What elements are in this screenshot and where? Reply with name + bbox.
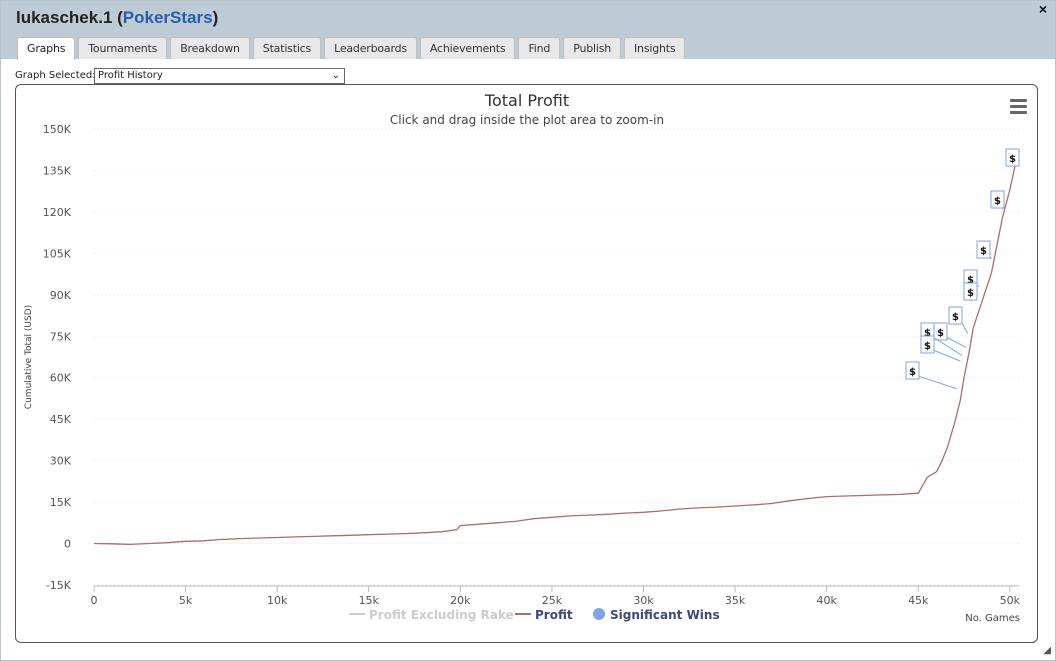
significant-win-connector: [932, 336, 963, 357]
y-tick-label: 75K: [50, 330, 72, 343]
legend-dot-symbol: [593, 608, 605, 620]
chart-title: Total Profit: [484, 91, 569, 110]
graph-select-label: Graph Selected:: [15, 70, 96, 81]
title-bar: lukaschek.1 (PokerStars) × Graphs Tournam…: [1, 1, 1055, 60]
significant-win-label: $: [967, 275, 974, 286]
legend-item-significant-wins: Significant Wins: [610, 608, 720, 622]
x-tick-label: 30k: [633, 594, 654, 607]
chart-container: Total Profit Click and drag inside the pl…: [15, 84, 1038, 643]
significant-win-connector: [917, 375, 957, 390]
series-line-profit[interactable]: [93, 164, 1016, 546]
y-axis-title: Cumulative Total (USD): [24, 305, 34, 409]
title-close-paren: ): [212, 8, 219, 27]
tab-statistics[interactable]: Statistics: [252, 37, 322, 59]
chevron-down-icon: ⌄: [331, 70, 340, 81]
y-tick-label: 150K: [43, 123, 72, 136]
x-tick-label: 5k: [179, 594, 193, 607]
player-name: lukaschek.1: [16, 8, 113, 27]
title-open-paren: (: [112, 8, 123, 27]
significant-win-flag[interactable]: [990, 190, 1005, 209]
tab-tournaments[interactable]: Tournaments: [78, 37, 168, 59]
significant-win-label: $: [1009, 154, 1016, 165]
significant-win-label: $: [924, 341, 931, 352]
significant-win-connector: [932, 349, 961, 362]
y-tick-label: 105K: [43, 247, 72, 260]
hamburger-menu-icon[interactable]: [1010, 99, 1027, 117]
x-tick-label: 40k: [816, 594, 837, 607]
graph-select-value: Profit History: [98, 70, 163, 81]
y-tick-label: 135K: [43, 164, 72, 177]
significant-win-flag[interactable]: [963, 282, 978, 301]
x-tick-label: 15k: [359, 594, 380, 607]
y-tick-label: 60K: [50, 372, 72, 385]
significant-win-flag[interactable]: [920, 335, 935, 354]
y-tick-label: 15K: [50, 496, 72, 509]
significant-win-label: $: [924, 328, 931, 339]
site-name: PokerStars: [122, 8, 213, 27]
significant-win-label: $: [967, 288, 974, 299]
y-tick-label: -15K: [46, 579, 72, 592]
graph-select-dropdown[interactable]: Profit History ⌄: [94, 68, 345, 84]
y-tick-label: 90K: [50, 289, 72, 302]
legend-item-profit: Profit: [535, 608, 573, 622]
x-tick-label: 50k: [1000, 594, 1021, 607]
significant-win-label: $: [937, 328, 944, 339]
significant-win-flag[interactable]: [976, 240, 991, 259]
x-tick-label: 45k: [908, 594, 929, 607]
significant-win-connector: [945, 336, 967, 348]
tab-leaderboards[interactable]: Leaderboards: [324, 37, 417, 59]
x-axis-title: No. Games: [965, 613, 1020, 624]
significant-win-flag[interactable]: [948, 306, 963, 325]
significant-win-label: $: [952, 312, 959, 323]
significant-win-label: $: [980, 246, 987, 257]
significant-win-flag[interactable]: [905, 361, 920, 380]
tab-find[interactable]: Find: [518, 37, 561, 59]
window-title: lukaschek.1 (PokerStars): [16, 8, 218, 28]
y-tick-label: 45K: [50, 413, 72, 426]
chart-subtitle: Click and drag inside the plot area to z…: [390, 113, 664, 127]
tab-breakdown[interactable]: Breakdown: [170, 37, 250, 59]
x-tick-label: 0: [91, 594, 98, 607]
tab-achievements[interactable]: Achievements: [419, 37, 516, 59]
significant-win-flag[interactable]: [1005, 148, 1020, 167]
x-tick-label: 20k: [450, 594, 471, 607]
y-tick-label: 120K: [43, 206, 72, 219]
tab-graphs[interactable]: Graphs: [17, 37, 76, 60]
tab-insights[interactable]: Insights: [624, 37, 686, 59]
close-icon[interactable]: ×: [1038, 1, 1047, 17]
tab-publish[interactable]: Publish: [563, 37, 622, 59]
x-tick-label: 10k: [267, 594, 288, 607]
x-tick-label: 35k: [725, 594, 746, 607]
y-tick-label: 30K: [50, 455, 72, 468]
x-tick-label: 25k: [542, 594, 563, 607]
tab-bar: Graphs Tournaments Breakdown Statistics Lead…: [17, 37, 686, 60]
resize-handle-icon[interactable]: ◢: [1043, 645, 1051, 656]
legend-item-profit-excluding-rake: Profit Excluding Rake: [369, 608, 514, 622]
significant-win-label: $: [909, 367, 916, 378]
y-tick-label: 0: [64, 538, 71, 551]
profit-chart[interactable]: Total Profit Click and drag inside the pl…: [16, 85, 1035, 640]
significant-win-label: $: [994, 196, 1001, 207]
